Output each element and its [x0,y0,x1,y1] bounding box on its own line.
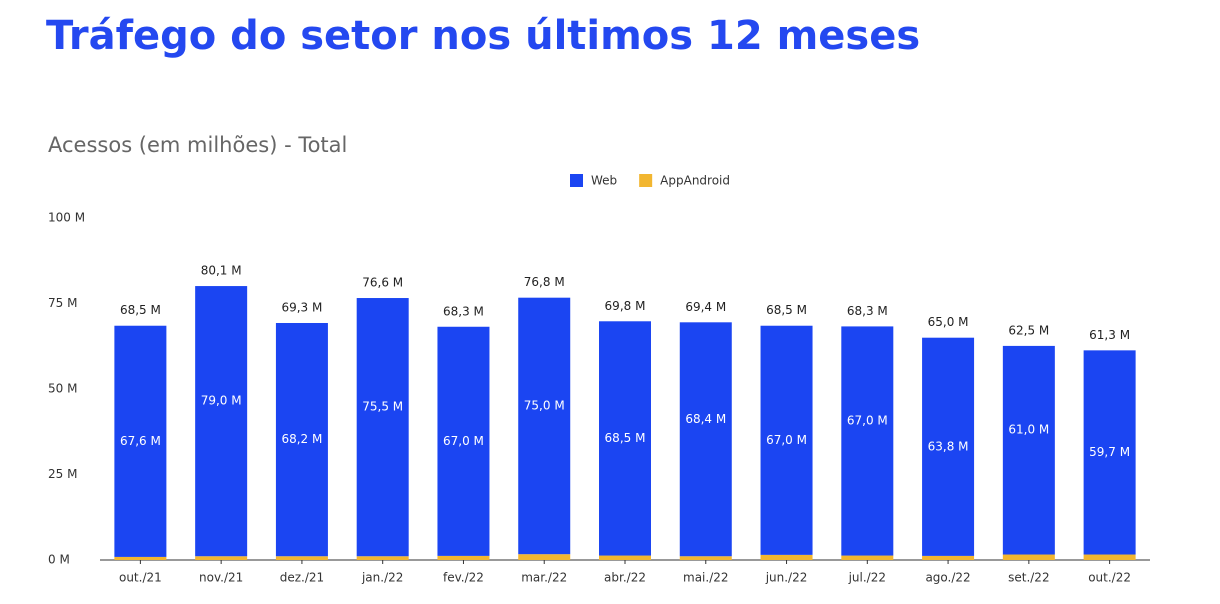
y-tick-label: 100 M [48,211,85,225]
bar-segment [599,321,651,556]
bar-segment [760,325,813,555]
total-label: 62,5 M [1008,323,1049,337]
bar-segment [114,325,167,557]
x-tick-label: mai./22 [683,571,729,585]
bar-segment [518,297,571,555]
total-label: 76,6 M [362,276,403,290]
bar-segment [841,555,894,560]
segment-label: 67,0 M [766,433,807,447]
x-tick-label: out./21 [119,571,162,585]
segment-label: 75,0 M [524,398,565,412]
bar-segment [841,326,894,556]
y-tick-label: 25 M [48,467,77,481]
bar-segment [518,554,571,560]
bar-segment [922,337,975,556]
x-tick-label: nov./21 [199,571,243,585]
bar-segment [195,286,248,557]
bar-segment [437,555,490,560]
segment-label: 61,0 M [1008,423,1049,437]
x-tick-label: dez./21 [280,571,324,585]
segment-label: 67,0 M [443,434,484,448]
legend-swatch [570,174,583,187]
bar-segment [114,556,167,560]
legend-label: Web [591,174,617,188]
bar-segment [679,322,732,557]
bar-segment [679,556,732,560]
total-label: 69,3 M [281,300,322,314]
total-label: 69,4 M [685,300,726,314]
legend-label: AppAndroid [660,174,730,188]
total-label: 68,3 M [443,304,484,318]
total-label: 69,8 M [605,299,646,313]
x-tick-label: mar./22 [521,571,567,585]
segment-label: 79,0 M [201,394,242,408]
bar-segment [1083,350,1136,555]
y-tick-label: 0 M [48,553,70,567]
legend-swatch [639,174,653,187]
x-tick-label: out./22 [1088,571,1131,585]
segment-label: 68,5 M [605,431,646,445]
bar-segment [599,555,651,560]
total-label: 76,8 M [524,275,565,289]
segment-label: 67,0 M [847,413,888,427]
segment-label: 59,7 M [1089,445,1130,459]
chart-subtitle: Acessos (em milhões) - Total [48,133,347,157]
segment-label: 75,5 M [362,400,403,414]
x-tick-label: fev./22 [443,571,484,585]
x-tick-label: ago./22 [925,571,970,585]
bar-segment [356,298,409,557]
total-label: 80,1 M [201,264,242,278]
bar-segment [922,555,975,560]
x-tick-label: jan./22 [361,571,403,585]
y-tick-label: 50 M [48,382,77,396]
bar-segment [1083,554,1136,560]
total-label: 68,5 M [120,303,161,317]
page-title: Tráfego do setor nos últimos 12 meses [46,13,920,59]
total-label: 68,5 M [766,303,807,317]
total-label: 65,0 M [928,315,969,329]
bar-segment [437,326,490,556]
total-label: 61,3 M [1089,328,1130,342]
x-tick-label: abr./22 [604,571,646,585]
segment-label: 68,2 M [281,432,322,446]
segment-label: 63,8 M [928,439,969,453]
bar-segment [275,322,328,557]
bar-segment [275,556,328,560]
total-label: 68,3 M [847,304,888,318]
bar-segment [356,556,409,560]
bar-segment [760,554,813,560]
x-tick-label: jun./22 [765,571,808,585]
x-tick-label: jul./22 [848,571,886,585]
bar-segment [1002,554,1055,560]
bar-segment [195,556,248,560]
x-tick-label: set./22 [1008,571,1049,585]
segment-label: 68,4 M [685,412,726,426]
bar-segment [1002,345,1055,555]
y-tick-label: 75 M [48,296,77,310]
segment-label: 67,6 M [120,434,161,448]
